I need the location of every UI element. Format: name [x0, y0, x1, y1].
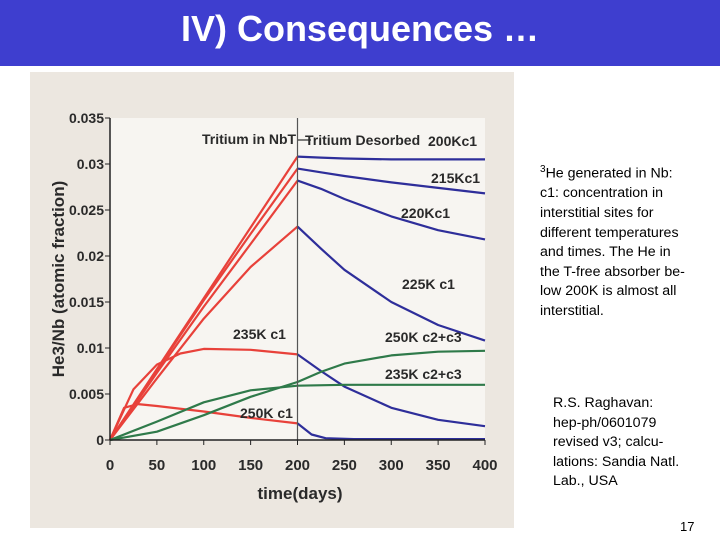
label-250kc23: 250K c2+c3 [385, 329, 462, 345]
description-line-8: interstitial. [540, 302, 604, 319]
description-line-3: interstitial sites for [540, 204, 654, 221]
x-tick-label-150: 150 [238, 457, 263, 474]
description-line-4: different temperatures [540, 224, 679, 241]
series-line-225k-c1-red-6 [109, 225, 299, 441]
label-220kc1: 220Kc1 [401, 205, 450, 221]
x-tick-label-0: 0 [106, 457, 114, 474]
page-number: 17 [680, 519, 695, 534]
reference-text: R.S. Raghavan: hep-ph/0601079 revised v3… [553, 394, 713, 492]
annotation-tritium-in: Tritium in NbT [202, 131, 297, 147]
label-235kc1: 235K c1 [233, 326, 286, 342]
y-tick-label-0: 0 [96, 432, 104, 448]
series-line-250k-c2-c3-green-12 [109, 349, 486, 442]
label-250kc1: 250K c1 [240, 405, 293, 421]
y-tick-label-0.025: 0.025 [69, 202, 104, 218]
reference-line-4: lations: Sandia Natl. [553, 453, 680, 470]
series-line-250k-c1-red-10 [108, 403, 298, 441]
slide-title: IV) Consequences … [180, 8, 540, 49]
description-line-2: c1: concentration in [540, 185, 664, 202]
series-line-220kc1-blue-5 [297, 179, 486, 241]
description-text: 3He generated in Nb: c1: concentration i… [540, 160, 705, 321]
series-line-225k-c1-blue-7 [296, 225, 486, 342]
label-200kc1: 200Kc1 [428, 133, 477, 149]
series-line-220kc1-red-4 [109, 179, 299, 441]
y-tick-label-0.03: 0.03 [77, 156, 104, 172]
description-superscript: 3 [540, 164, 546, 175]
annotation-tritium-desorbed: Tritium Desorbed [305, 132, 420, 148]
x-tick-label-300: 300 [379, 457, 404, 474]
title-bar: IV) Consequences … [0, 0, 720, 66]
x-tick-label-200: 200 [285, 457, 310, 474]
series-line-235k-c1-red-8 [109, 347, 298, 441]
label-215kc1: 215Kc1 [431, 170, 480, 186]
x-tick-label-250: 250 [332, 457, 357, 474]
series-line-215kc1-blue-3 [297, 167, 486, 195]
y-tick-label-0.005: 0.005 [69, 386, 104, 402]
y-tick-label-0.02: 0.02 [77, 248, 104, 264]
y-tick-label-0.01: 0.01 [77, 340, 104, 356]
x-tick-label-50: 50 [149, 457, 166, 474]
label-225kc1: 225K c1 [402, 276, 455, 292]
series-line-235k-c1-blue-9 [296, 353, 486, 428]
series-line-200kc1-blue-1 [297, 155, 485, 161]
reference-line-1: R.S. Raghavan: [553, 395, 654, 411]
description-line-1-text: He generated in Nb: [545, 165, 673, 182]
description-line-1: 3He generated in Nb: [540, 160, 705, 184]
description-line-5: and times. The He in [540, 244, 671, 261]
x-axis-label: time(days) [257, 484, 342, 503]
reference-line-3: revised v3; calcu- [553, 434, 664, 451]
y-axis-label: He3/Nb (atomic fraction) [49, 181, 68, 377]
reference-line-5: Lab., USA [553, 473, 618, 490]
x-tick-label-100: 100 [191, 457, 216, 474]
y-tick-label-0.035: 0.035 [69, 110, 104, 126]
y-tick-label-0.015: 0.015 [69, 294, 104, 310]
reference-line-2: hep-ph/0601079 [553, 414, 657, 431]
chart-figure: 0 50 100 150 200 250 300 350 400 0 0.005 0.01 0.015 0… [30, 72, 514, 528]
x-tick-label-350: 350 [426, 457, 451, 474]
chart-svg: 0 50 100 150 200 250 300 350 400 0 0.005 0.01 0.015 0… [30, 72, 514, 528]
description-line-6: the T-free absorber be- [540, 263, 685, 280]
x-tick-label-400: 400 [472, 457, 497, 474]
label-235kc23: 235K c2+c3 [385, 366, 462, 382]
ticks-layer: 0 50 100 150 200 250 300 350 400 0 0.005 0.01 0.015 0… [69, 110, 498, 474]
series-layer [108, 155, 486, 442]
description-line-7: low 200K is almost all [540, 283, 677, 300]
series-line-250k-c1-blue-11 [296, 422, 485, 441]
